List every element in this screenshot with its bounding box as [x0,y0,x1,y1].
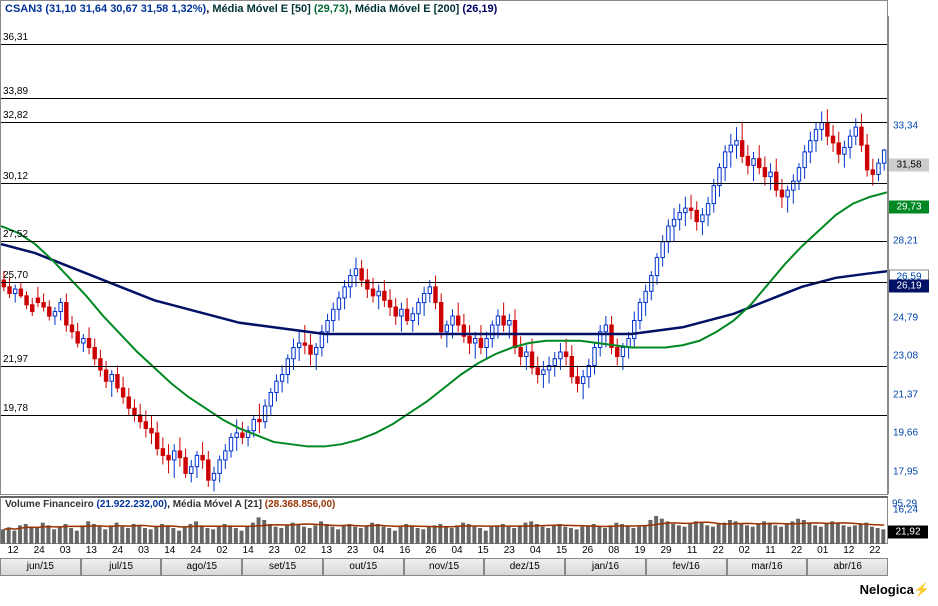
volume-header: Volume Financeiro (21.922.232,00), Média… [5,499,335,510]
x-tick: 08 [608,545,619,556]
y-tick: 24,79 [893,312,918,323]
ma200-value: (26,19) [462,3,497,15]
horizontal-line: 36,31 [1,44,887,45]
x-tick: 15 [478,545,489,556]
x-tick: 26 [425,545,436,556]
volume-ma-value: (28.368.856,00) [265,499,336,510]
month-tab[interactable]: set/15 [242,558,323,576]
x-tick: 02 [295,545,306,556]
price-chart[interactable]: CSAN3 (31,10 31,64 30,67 31,58 1,32%), M… [0,0,888,495]
price-y-axis: 33,3428,2124,7923,0821,3719,6617,9516,24… [888,16,938,494]
x-tick: 02 [739,545,750,556]
x-tick: 03 [138,545,149,556]
y-tick: 19,66 [893,428,918,439]
chart-header: CSAN3 (31,10 31,64 30,67 31,58 1,32%), M… [5,3,497,15]
month-tab[interactable]: abr/16 [807,558,888,576]
x-tick: 22 [869,545,880,556]
x-tick: 16 [399,545,410,556]
y-tag: 31,58 [889,159,929,172]
horizontal-line: 21,97 [1,366,887,367]
y-tag: 29,73 [889,200,929,213]
x-tick: 12 [7,545,18,556]
x-tick: 24 [34,545,45,556]
hline-label: 36,31 [3,32,28,43]
x-tick: 23 [347,545,358,556]
x-tick: 14 [164,545,175,556]
x-tick: 03 [60,545,71,556]
volume-y-axis: 95,29 21,92 [888,496,938,544]
x-tick: 22 [791,545,802,556]
x-tick: 01 [817,545,828,556]
volume-svg [1,512,887,544]
month-tab[interactable]: fev/16 [646,558,727,576]
price-area[interactable]: 36,31 33,89 32,82 30,12 27,52 25,70 21,97 19,78 [1,17,887,495]
x-tick: 26 [582,545,593,556]
horizontal-line: 33,89 [1,98,887,99]
hline-label: 33,89 [3,86,28,97]
y-tick: 23,08 [893,351,918,362]
x-tick: 04 [530,545,541,556]
y-tick: 33,34 [893,120,918,131]
ma50-value: (29,73) [314,3,349,15]
vol-y-tick: 95,29 [892,499,917,510]
x-tick: 11 [687,545,697,556]
x-tick: 22 [713,545,724,556]
x-tick: 13 [86,545,97,556]
hline-label: 19,78 [3,403,28,414]
symbol: CSAN3 [5,3,42,15]
x-tick: 12 [843,545,854,556]
horizontal-line: 30,12 [1,183,887,184]
x-tick: 24 [112,545,123,556]
x-tick: 14 [243,545,254,556]
hline-label: 30,12 [3,171,28,182]
vol-y-tag: 21,92 [888,526,928,539]
month-tab[interactable]: jun/15 [0,558,81,576]
x-tick: 29 [660,545,671,556]
hline-label: 25,70 [3,270,28,281]
hline-label: 32,82 [3,110,28,121]
y-tick: 17,95 [893,466,918,477]
volume-value: (21.922.232,00) [97,499,168,510]
horizontal-line: 19,78 [1,415,887,416]
month-tab[interactable]: dez/15 [484,558,565,576]
logo-text: Nelogica [860,582,914,597]
x-tick: 23 [269,545,280,556]
x-tick: 15 [556,545,567,556]
y-tick: 28,21 [893,235,918,246]
hline-label: 27,52 [3,229,28,240]
month-tab[interactable]: jul/15 [81,558,162,576]
month-tab[interactable]: ago/15 [161,558,242,576]
x-tick: 24 [190,545,201,556]
month-tab[interactable]: mar/16 [727,558,808,576]
horizontal-line: 25,70 [1,282,887,283]
y-tick: 21,37 [893,389,918,400]
x-tick-labels: 12 24 03 13 24 03 14 24 02 14 23 02 13 23 04 16 26 04 15 23… [0,544,888,558]
x-tick: 04 [373,545,384,556]
bolt-icon: ⚡ [914,582,930,597]
x-tick: 11 [765,545,775,556]
ma200-label: Média Móvel E [200] [355,3,460,15]
x-tick: 19 [634,545,645,556]
x-axis: 12 24 03 13 24 03 14 24 02 14 23 02 13 23 04 16 26 04 15 23… [0,544,938,588]
month-tab[interactable]: out/15 [323,558,404,576]
month-tab[interactable]: nov/15 [404,558,485,576]
ohlc-values: (31,10 31,64 30,67 31,58 1,32%) [45,3,206,15]
x-tick: 13 [321,545,332,556]
volume-label: Volume Financeiro [5,499,94,510]
x-tick: 02 [216,545,227,556]
y-tag: 26,19 [889,280,929,293]
price-svg [1,17,887,495]
month-tab[interactable]: jan/16 [565,558,646,576]
x-tick: 04 [451,545,462,556]
volume-area [1,512,887,544]
ma50-label: Média Móvel E [50] [212,3,310,15]
horizontal-line: 27,52 [1,241,887,242]
month-tabs[interactable]: jun/15jul/15ago/15set/15out/15nov/15dez/… [0,558,888,576]
x-tick: 23 [504,545,515,556]
hline-label: 21,97 [3,354,28,365]
volume-chart[interactable]: Volume Financeiro (21.922.232,00), Média… [0,496,888,544]
horizontal-line: 32,82 [1,122,887,123]
logo: Nelogica⚡ [860,582,930,598]
volume-ma-label: Média Móvel A [21] [173,499,262,510]
